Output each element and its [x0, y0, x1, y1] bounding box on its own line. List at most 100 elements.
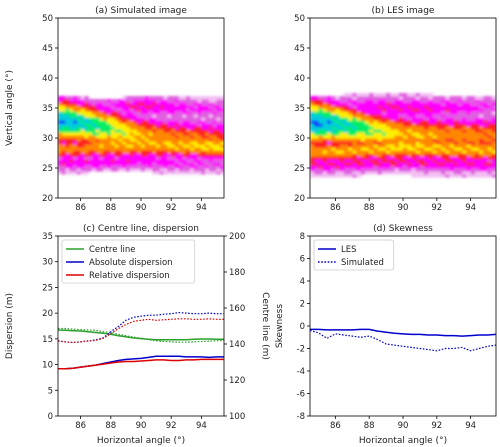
heatmap-cell	[65, 171, 70, 175]
heatmap-cell	[167, 126, 172, 130]
heatmap-cell	[129, 135, 135, 139]
heatmap-cell	[110, 165, 116, 169]
heatmap-cell	[419, 123, 425, 127]
heatmap-cell	[159, 135, 165, 139]
heatmap-cell	[148, 117, 153, 121]
heatmap-cell	[314, 141, 320, 145]
heatmap-cell	[80, 135, 86, 139]
heatmap-cell	[197, 111, 202, 115]
heatmap-cell	[424, 96, 429, 100]
heatmap-cell	[76, 126, 82, 130]
heatmap-cell	[212, 123, 218, 127]
heatmap-cell	[137, 141, 142, 145]
heatmap-cell	[118, 108, 123, 112]
heatmap-cell	[156, 129, 161, 133]
y-tick-label: -2	[297, 345, 305, 355]
heatmap-cell	[103, 168, 108, 172]
heatmap-cell	[212, 132, 218, 136]
heatmap-cell	[364, 114, 370, 118]
heatmap-cell	[457, 156, 463, 160]
heatmap-cell	[394, 102, 400, 106]
heatmap-cell	[360, 108, 366, 112]
heatmap-cell	[403, 135, 408, 139]
heatmap-cell	[331, 111, 336, 115]
heatmap-cell	[110, 135, 116, 139]
heatmap-cell	[369, 117, 375, 121]
heatmap-cell	[483, 135, 489, 139]
heatmap-cell	[163, 117, 169, 121]
heatmap-cell	[163, 126, 169, 130]
heatmap-cell	[352, 111, 358, 115]
heatmap-cell	[424, 156, 429, 160]
heatmap-cell	[125, 150, 131, 154]
heatmap-cell	[205, 153, 210, 157]
heatmap-cell	[310, 132, 315, 136]
heatmap-cell	[483, 174, 489, 178]
heatmap-cell	[205, 129, 210, 133]
heatmap-cell	[310, 126, 315, 130]
heatmap-cell	[95, 132, 101, 136]
heatmap-cell	[186, 96, 191, 100]
heatmap-cell	[197, 123, 202, 127]
heatmap-cell	[99, 150, 104, 154]
heatmap-cell	[103, 114, 108, 118]
heatmap-cell	[369, 168, 375, 172]
heatmap-cell	[479, 111, 484, 115]
heatmap-cell	[88, 123, 93, 127]
heatmap-cell	[205, 123, 210, 127]
heatmap-cell	[212, 126, 218, 130]
heatmap-cell	[148, 99, 153, 103]
heatmap-cell	[84, 108, 89, 112]
heatmap-cell	[61, 114, 67, 118]
heatmap-cell	[348, 174, 353, 178]
heatmap-cell	[483, 129, 489, 133]
heatmap-cell	[474, 132, 480, 136]
heatmap-cell	[167, 141, 172, 145]
heatmap-cell	[449, 156, 455, 160]
heatmap-cell	[466, 117, 472, 121]
heatmap-cell	[403, 138, 408, 142]
heatmap-cell	[390, 138, 396, 142]
x-tick-label: 92	[431, 203, 442, 213]
heatmap-cell	[348, 168, 353, 172]
heatmap-cell	[415, 123, 421, 127]
heatmap-cell	[152, 123, 157, 127]
heatmap-cell	[58, 123, 63, 127]
heatmap-cell	[91, 138, 97, 142]
heatmap-cell	[348, 138, 353, 142]
y-tick-label: 4	[300, 277, 305, 287]
heatmap-cell	[441, 120, 446, 124]
heatmap-cell	[394, 111, 400, 115]
heatmap-cell	[216, 99, 221, 103]
heatmap-cell	[197, 159, 202, 163]
heatmap-cell	[310, 147, 315, 151]
heatmap-cell	[95, 120, 101, 124]
heatmap-cell	[220, 156, 224, 160]
heatmap-cell	[339, 138, 345, 142]
heatmap-cell	[474, 174, 480, 178]
heatmap-cell	[133, 147, 138, 151]
heatmap-cell	[103, 105, 108, 109]
heatmap-cell	[91, 159, 97, 163]
heatmap-cell	[95, 153, 101, 157]
heatmap-cell	[339, 174, 345, 178]
heatmap-cell	[453, 105, 459, 109]
heatmap-cell	[369, 99, 375, 103]
heatmap-cell	[487, 99, 493, 103]
heatmap-cell	[148, 138, 153, 142]
legend-label: Centre line	[89, 245, 135, 255]
heatmap-cell	[419, 159, 425, 163]
heatmap-cell	[326, 132, 332, 136]
heatmap-cell	[174, 153, 180, 157]
heatmap-cell	[84, 99, 89, 103]
heatmap-cell	[186, 129, 191, 133]
heatmap-cell	[483, 138, 489, 142]
heatmap-cell	[171, 102, 176, 106]
heatmap-cell	[441, 144, 446, 148]
heatmap-cell	[373, 135, 379, 139]
heatmap-cell	[208, 165, 214, 169]
heatmap-cell	[141, 105, 146, 109]
heatmap-cell	[118, 126, 123, 130]
heatmap-cell	[69, 117, 74, 121]
